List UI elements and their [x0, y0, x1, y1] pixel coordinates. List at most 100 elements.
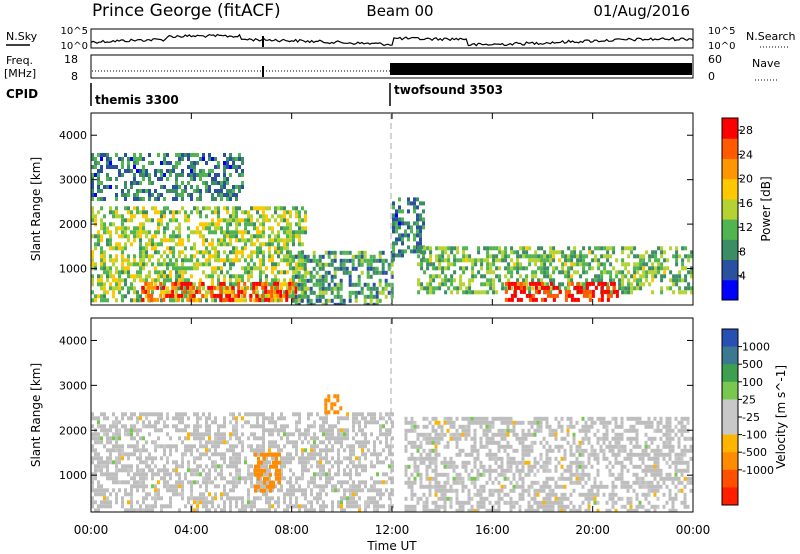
velocity-cell [91, 476, 94, 481]
power-cell [612, 289, 616, 294]
velocity-cell [488, 448, 492, 453]
power-cell [283, 254, 286, 259]
velocity-cell [572, 452, 576, 457]
velocity-cell [593, 480, 597, 485]
power-colorbar-segment [722, 239, 738, 261]
velocity-cell [226, 464, 229, 469]
velocity-cell [254, 452, 257, 457]
power-cell [252, 285, 256, 290]
velocity-cell [388, 476, 391, 481]
power-cell [121, 193, 124, 197]
power-cell [549, 281, 553, 286]
power-cell [295, 210, 298, 215]
power-cell [216, 293, 220, 298]
power-cell [585, 278, 589, 283]
velocity-cell [554, 492, 558, 497]
velocity-cell [343, 468, 346, 473]
velocity-cell [364, 444, 367, 449]
power-cell [205, 185, 208, 189]
power-cell [211, 210, 214, 215]
velocity-cell [548, 456, 552, 461]
velocity-cell [91, 488, 94, 493]
power-cell [235, 226, 238, 231]
velocity-cell [455, 440, 459, 445]
power-cell [495, 246, 499, 251]
velocity-cell [112, 420, 115, 425]
velocity-cell [260, 488, 263, 493]
velocity-cell [530, 448, 534, 453]
velocity-cell [581, 424, 585, 429]
power-cell [301, 274, 304, 279]
velocity-cell [184, 472, 187, 477]
power-cell [265, 266, 268, 271]
power-cell [256, 246, 259, 251]
velocity-cell [413, 508, 417, 512]
velocity-cell [407, 504, 411, 509]
power-cell [202, 226, 205, 231]
velocity-cell [548, 448, 552, 453]
power-cell [235, 254, 238, 259]
velocity-cell [596, 460, 600, 465]
power-cell [262, 270, 265, 275]
power-cell [513, 250, 517, 255]
velocity-cell [500, 436, 504, 441]
power-cell [294, 254, 298, 259]
velocity-cell [404, 416, 408, 421]
velocity-cell [530, 444, 534, 449]
power-cell [232, 258, 235, 263]
velocity-cell [238, 440, 241, 445]
power-cell [154, 169, 157, 173]
velocity-cell [193, 432, 196, 437]
power-cell [262, 250, 265, 255]
velocity-cell [148, 452, 151, 457]
power-cell [162, 297, 166, 302]
velocity-cell [370, 500, 373, 505]
velocity-cell [488, 436, 492, 441]
velocity-cell [169, 484, 172, 489]
velocity-cell [214, 460, 217, 465]
power-cell [211, 177, 214, 181]
power-cell [422, 217, 425, 222]
power-cell [573, 254, 577, 259]
velocity-cell [187, 464, 190, 469]
velocity-cell [391, 488, 394, 493]
velocity-cell [605, 464, 609, 469]
velocity-cell [527, 508, 531, 512]
power-cell [384, 278, 388, 283]
velocity-cell [488, 492, 492, 497]
power-cell [567, 266, 571, 271]
power-colorbar-segment [722, 178, 738, 200]
power-cell [232, 189, 235, 193]
velocity-cell [331, 436, 334, 441]
power-cell [277, 254, 280, 259]
power-cell [298, 222, 301, 227]
power-cell [567, 281, 571, 286]
velocity-cell [275, 472, 278, 477]
power-cell [163, 262, 166, 267]
velocity-cell [482, 432, 486, 437]
velocity-cell [602, 416, 606, 421]
velocity-cell [286, 492, 289, 497]
power-cell [100, 197, 103, 201]
power-cell [177, 297, 181, 302]
velocity-cell [515, 420, 519, 425]
velocity-cell [491, 424, 495, 429]
power-cell [283, 206, 286, 211]
power-cell [202, 234, 205, 239]
power-cell [555, 293, 559, 298]
velocity-cell [542, 500, 546, 505]
velocity-cell [391, 436, 394, 441]
velocity-cell [626, 496, 630, 501]
power-cell [321, 266, 325, 271]
velocity-cell [260, 472, 263, 477]
power-cell [208, 169, 211, 173]
power-cell [567, 246, 571, 251]
power-cell [94, 218, 97, 223]
velocity-cell [238, 456, 241, 461]
power-cell [177, 293, 181, 298]
power-cell [615, 258, 619, 263]
power-cell [130, 230, 133, 235]
power-cell [178, 222, 181, 227]
power-cell [142, 197, 145, 201]
velocity-cell [361, 412, 364, 417]
